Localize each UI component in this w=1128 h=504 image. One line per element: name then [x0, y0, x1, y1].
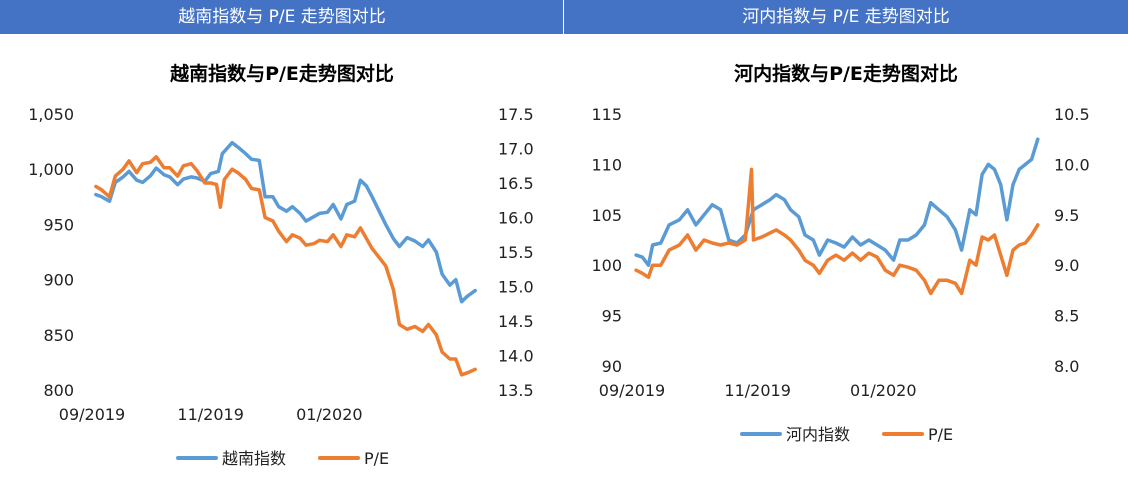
- y-right-tick-label: 9.5: [1054, 206, 1079, 225]
- pe-series-line: [94, 155, 477, 377]
- header-divider: [563, 0, 564, 34]
- y-right-tick-label: 14.5: [498, 312, 534, 331]
- panel-header-left: 越南指数与 P/E 走势图对比: [0, 0, 564, 34]
- y-right-tick-label: 16.0: [498, 209, 534, 228]
- y-right-ticks: 8.0 8.5 9.0 9.5 10.0 10.5: [1054, 105, 1090, 376]
- y-left-tick-label: 95: [602, 307, 622, 326]
- y-right-tick-label: 15.0: [498, 278, 534, 297]
- chart-title: 河内指数与P/E走势图对比: [734, 62, 958, 85]
- y-right-tick-label: 8.0: [1054, 357, 1079, 376]
- y-left-tick-label: 850: [43, 326, 74, 345]
- x-tick-label: 11/2019: [177, 405, 243, 424]
- x-tick-label: 09/2019: [599, 381, 665, 400]
- y-left-tick-label: 1,000: [28, 160, 74, 179]
- y-left-ticks: 90 95 100 105 110 115: [591, 105, 622, 376]
- y-right-tick-label: 8.5: [1054, 307, 1079, 326]
- y-left-tick-label: 115: [591, 105, 622, 124]
- x-ticks: 09/2019 11/2019 01/2020: [599, 381, 917, 400]
- series-lines: [634, 137, 1040, 296]
- legend: 河内指数 P/E: [740, 425, 953, 444]
- y-left-tick-label: 950: [43, 215, 74, 234]
- y-right-tick-label: 14.0: [498, 347, 534, 366]
- legend-label-pe: P/E: [928, 425, 953, 444]
- x-tick-label: 01/2020: [850, 381, 916, 400]
- y-right-tick-label: 13.5: [498, 381, 534, 400]
- y-left-tick-label: 100: [591, 256, 622, 275]
- pe-series-line: [634, 167, 1040, 296]
- y-left-tick-label: 90: [602, 357, 622, 376]
- legend-label-pe: P/E: [364, 449, 389, 468]
- y-right-tick-label: 16.5: [498, 174, 534, 193]
- series-lines: [94, 140, 477, 377]
- legend: 越南指数 P/E: [176, 449, 389, 468]
- y-right-ticks: 13.5 14.0 14.5 15.0 15.5 16.0 16.5 17.0 17.5: [498, 105, 534, 400]
- y-right-tick-label: 15.5: [498, 243, 534, 262]
- index-series-line: [634, 137, 1040, 267]
- x-tick-label: 01/2020: [296, 405, 362, 424]
- y-right-tick-label: 10.0: [1054, 155, 1090, 174]
- legend-label-index: 越南指数: [222, 449, 286, 468]
- y-right-tick-label: 9.0: [1054, 256, 1079, 275]
- y-left-tick-label: 900: [43, 271, 74, 290]
- y-right-tick-label: 17.5: [498, 105, 534, 124]
- y-left-tick-label: 105: [591, 206, 622, 225]
- y-left-tick-label: 1,050: [28, 105, 74, 124]
- y-right-tick-label: 17.0: [498, 140, 534, 159]
- panel-header-right: 河内指数与 P/E 走势图对比: [564, 0, 1128, 34]
- y-left-tick-label: 800: [43, 381, 74, 400]
- index-series-line: [94, 140, 477, 304]
- y-right-tick-label: 10.5: [1054, 105, 1090, 124]
- x-tick-label: 09/2019: [59, 405, 125, 424]
- chart-left: 越南指数与P/E走势图对比 800 850 900 950 1,000 1,050 13.…: [28, 62, 534, 468]
- x-tick-label: 11/2019: [724, 381, 790, 400]
- legend-label-index: 河内指数: [786, 425, 850, 444]
- chart-right: 河内指数与P/E走势图对比 90 95 100 105 110 115 8.0 8.5 9.0…: [591, 62, 1090, 444]
- x-ticks: 09/2019 11/2019 01/2020: [59, 405, 363, 424]
- y-left-ticks: 800 850 900 950 1,000 1,050: [28, 105, 74, 400]
- chart-title: 越南指数与P/E走势图对比: [169, 62, 394, 85]
- y-left-tick-label: 110: [591, 155, 622, 174]
